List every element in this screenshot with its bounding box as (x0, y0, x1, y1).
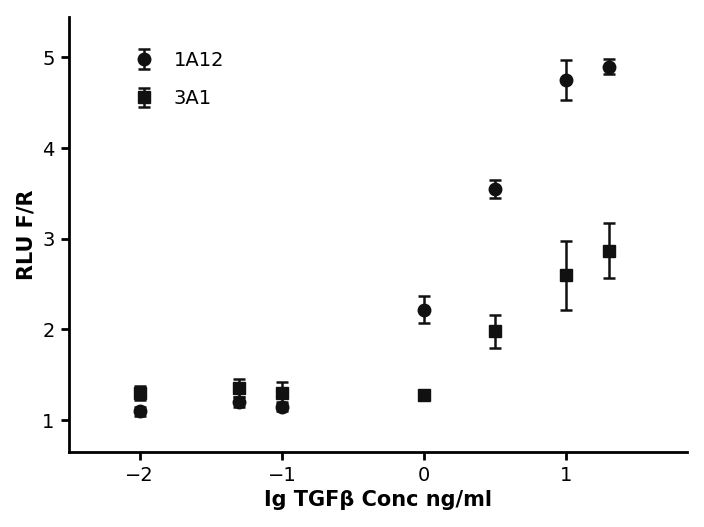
Legend: 1A12, 3A1: 1A12, 3A1 (109, 35, 239, 124)
Y-axis label: RLU F/R: RLU F/R (17, 189, 37, 279)
X-axis label: Ig TGFβ Conc ng/ml: Ig TGFβ Conc ng/ml (264, 490, 492, 510)
